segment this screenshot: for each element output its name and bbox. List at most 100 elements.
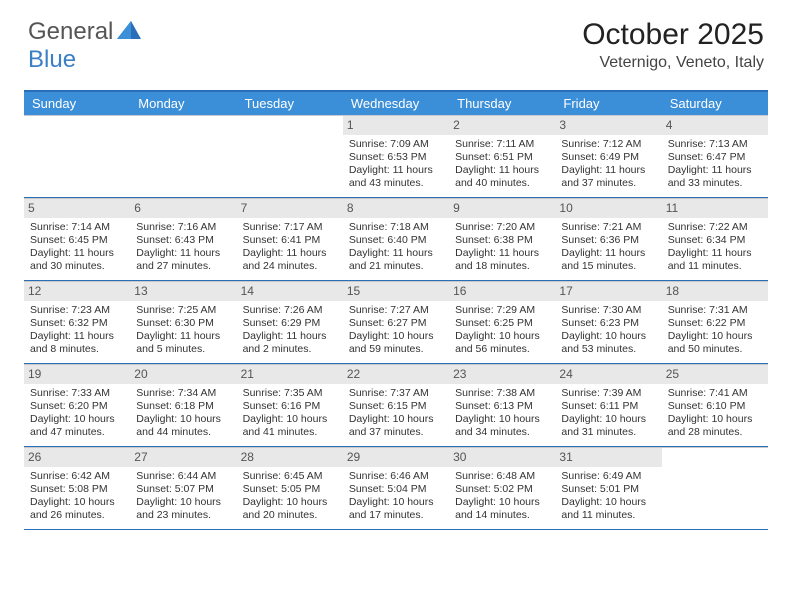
sunrise-line: Sunrise: 6:48 AM xyxy=(455,470,549,483)
sunrise-line: Sunrise: 7:18 AM xyxy=(349,221,443,234)
sunset-line: Sunset: 6:13 PM xyxy=(455,400,549,413)
day-cell: 12Sunrise: 7:23 AMSunset: 6:32 PMDayligh… xyxy=(24,281,130,363)
daylight-line: Daylight: 10 hours and 14 minutes. xyxy=(455,496,549,522)
day-cell: 24Sunrise: 7:39 AMSunset: 6:11 PMDayligh… xyxy=(555,364,661,446)
sunrise-line: Sunrise: 6:49 AM xyxy=(561,470,655,483)
daylight-line: Daylight: 11 hours and 27 minutes. xyxy=(136,247,230,273)
logo-text-1: General xyxy=(28,18,113,45)
logo-triangle-icon xyxy=(117,21,141,39)
day-number: 26 xyxy=(24,448,130,467)
daylight-line: Daylight: 11 hours and 15 minutes. xyxy=(561,247,655,273)
day-header: Thursday xyxy=(449,92,555,115)
daylight-line: Daylight: 11 hours and 18 minutes. xyxy=(455,247,549,273)
day-cell xyxy=(662,447,768,529)
day-cell xyxy=(237,115,343,197)
day-cell: 2Sunrise: 7:11 AMSunset: 6:51 PMDaylight… xyxy=(449,115,555,197)
sunrise-line: Sunrise: 6:42 AM xyxy=(30,470,124,483)
daylight-line: Daylight: 10 hours and 20 minutes. xyxy=(243,496,337,522)
day-number: 3 xyxy=(555,116,661,135)
sunset-line: Sunset: 6:18 PM xyxy=(136,400,230,413)
day-cell: 9Sunrise: 7:20 AMSunset: 6:38 PMDaylight… xyxy=(449,198,555,280)
sunrise-line: Sunrise: 7:12 AM xyxy=(561,138,655,151)
day-number: 6 xyxy=(130,199,236,218)
day-number: 29 xyxy=(343,448,449,467)
day-cell: 26Sunrise: 6:42 AMSunset: 5:08 PMDayligh… xyxy=(24,447,130,529)
day-number: 20 xyxy=(130,365,236,384)
sunset-line: Sunset: 6:20 PM xyxy=(30,400,124,413)
day-header: Saturday xyxy=(662,92,768,115)
day-number: 23 xyxy=(449,365,555,384)
day-cell: 4Sunrise: 7:13 AMSunset: 6:47 PMDaylight… xyxy=(662,115,768,197)
daylight-line: Daylight: 11 hours and 21 minutes. xyxy=(349,247,443,273)
day-cell: 1Sunrise: 7:09 AMSunset: 6:53 PMDaylight… xyxy=(343,115,449,197)
daylight-line: Daylight: 11 hours and 33 minutes. xyxy=(668,164,762,190)
sunrise-line: Sunrise: 7:09 AM xyxy=(349,138,443,151)
day-number: 2 xyxy=(449,116,555,135)
day-cell: 30Sunrise: 6:48 AMSunset: 5:02 PMDayligh… xyxy=(449,447,555,529)
daylight-line: Daylight: 11 hours and 11 minutes. xyxy=(668,247,762,273)
day-cell: 23Sunrise: 7:38 AMSunset: 6:13 PMDayligh… xyxy=(449,364,555,446)
sunset-line: Sunset: 6:34 PM xyxy=(668,234,762,247)
day-cell: 27Sunrise: 6:44 AMSunset: 5:07 PMDayligh… xyxy=(130,447,236,529)
day-cell: 25Sunrise: 7:41 AMSunset: 6:10 PMDayligh… xyxy=(662,364,768,446)
day-number: 14 xyxy=(237,282,343,301)
week-row: 12Sunrise: 7:23 AMSunset: 6:32 PMDayligh… xyxy=(24,281,768,364)
day-number: 16 xyxy=(449,282,555,301)
sunrise-line: Sunrise: 7:22 AM xyxy=(668,221,762,234)
sunset-line: Sunset: 5:04 PM xyxy=(349,483,443,496)
daylight-line: Daylight: 10 hours and 28 minutes. xyxy=(668,413,762,439)
day-cell xyxy=(24,115,130,197)
sunrise-line: Sunrise: 7:37 AM xyxy=(349,387,443,400)
day-cell: 7Sunrise: 7:17 AMSunset: 6:41 PMDaylight… xyxy=(237,198,343,280)
daylight-line: Daylight: 10 hours and 56 minutes. xyxy=(455,330,549,356)
day-cell: 28Sunrise: 6:45 AMSunset: 5:05 PMDayligh… xyxy=(237,447,343,529)
sunset-line: Sunset: 6:43 PM xyxy=(136,234,230,247)
daylight-line: Daylight: 11 hours and 30 minutes. xyxy=(30,247,124,273)
sunset-line: Sunset: 6:16 PM xyxy=(243,400,337,413)
day-number: 22 xyxy=(343,365,449,384)
sunset-line: Sunset: 6:40 PM xyxy=(349,234,443,247)
sunrise-line: Sunrise: 7:35 AM xyxy=(243,387,337,400)
day-number: 24 xyxy=(555,365,661,384)
day-header: Friday xyxy=(555,92,661,115)
sunset-line: Sunset: 6:36 PM xyxy=(561,234,655,247)
header: General Blue October 2025 Veternigo, Ven… xyxy=(0,0,792,82)
sunrise-line: Sunrise: 6:44 AM xyxy=(136,470,230,483)
day-cell: 8 Sunrise: 7:18 AMSunset: 6:40 PMDaylight… xyxy=(343,198,449,280)
daylight-line: Daylight: 10 hours and 41 minutes. xyxy=(243,413,337,439)
day-cell: 20Sunrise: 7:34 AMSunset: 6:18 PMDayligh… xyxy=(130,364,236,446)
week-row: 26 Sunrise: 6:42 AMSunset: 5:08 PM Dayligh… xyxy=(24,447,768,530)
day-number: 7 xyxy=(237,199,343,218)
day-cell: 13Sunrise: 7:25 AMSunset: 6:30 PMDayligh… xyxy=(130,281,236,363)
day-number: 30 xyxy=(449,448,555,467)
sunset-line: Sunset: 5:05 PM xyxy=(243,483,337,496)
sunrise-line: Sunrise: 7:26 AM xyxy=(243,304,337,317)
daylight-line: Daylight: 10 hours and 53 minutes. xyxy=(561,330,655,356)
sunset-line: Sunset: 6:23 PM xyxy=(561,317,655,330)
week-row: 5Sunrise: 7:14 AMSunset: 6:45 PMDaylight… xyxy=(24,198,768,281)
day-number: 5 xyxy=(24,199,130,218)
daylight-line: Daylight: 11 hours and 43 minutes. xyxy=(349,164,443,190)
day-cell: 31Sunrise: 6:49 AMSunset: 5:01 PMDayligh… xyxy=(555,447,661,529)
day-number: 25 xyxy=(662,365,768,384)
day-number: 10 xyxy=(555,199,661,218)
daylight-line: Daylight: 10 hours and 50 minutes. xyxy=(668,330,762,356)
daylight-line: Daylight: 10 hours and 34 minutes. xyxy=(455,413,549,439)
sunrise-line: Sunrise: 7:23 AM xyxy=(30,304,124,317)
sunrise-line: Sunrise: 7:29 AM xyxy=(455,304,549,317)
sunset-line: Sunset: 5:08 PM xyxy=(30,483,124,496)
sunrise-line: Sunrise: 6:45 AM xyxy=(243,470,337,483)
title-block: October 2025 Veternigo, Veneto, Italy xyxy=(582,18,764,72)
week-row: 1Sunrise: 7:09 AMSunset: 6:53 PMDaylight… xyxy=(24,115,768,198)
sunset-line: Sunset: 5:07 PM xyxy=(136,483,230,496)
sunset-line: Sunset: 6:10 PM xyxy=(668,400,762,413)
daylight-line: Daylight: 11 hours and 2 minutes. xyxy=(243,330,337,356)
logo-text: General Blue xyxy=(28,18,141,74)
daylight-line: Daylight: 11 hours and 24 minutes. xyxy=(243,247,337,273)
day-number: 8 xyxy=(343,199,449,218)
day-number: 12 xyxy=(24,282,130,301)
daylight-line: Daylight: 11 hours and 40 minutes. xyxy=(455,164,549,190)
daylight-line: Daylight: 11 hours and 5 minutes. xyxy=(136,330,230,356)
daylight-line: Daylight: 10 hours and 47 minutes. xyxy=(30,413,124,439)
sunrise-line: Sunrise: 7:25 AM xyxy=(136,304,230,317)
